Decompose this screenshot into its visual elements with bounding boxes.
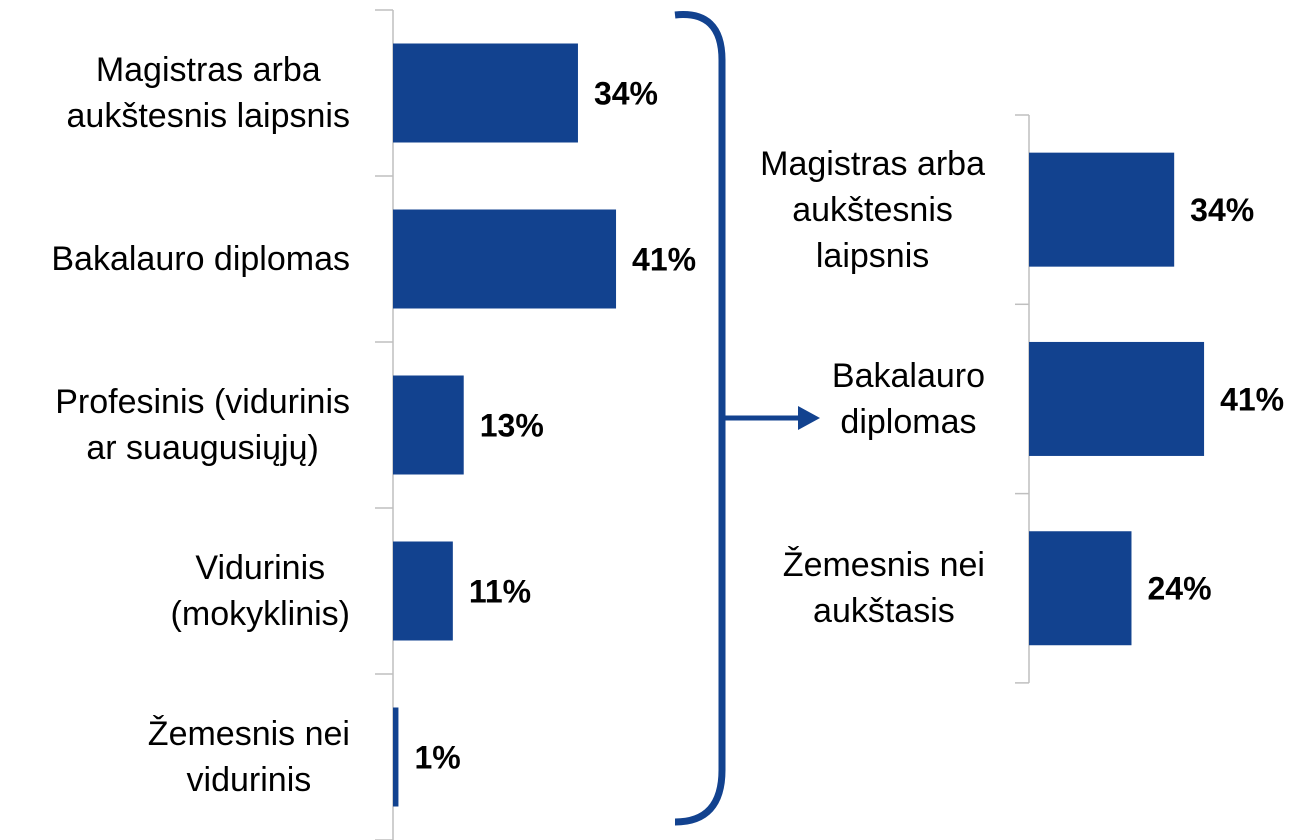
bar — [393, 209, 617, 309]
value-label: 34% — [594, 75, 658, 111]
category-text: Žemesnis nei aukštasis — [782, 546, 985, 631]
bracket — [674, 11, 726, 826]
category-label: Žemesnis nei aukštasis — [0, 494, 985, 683]
category-label: Bakalauro diplomas — [0, 304, 985, 493]
category-text: Vidurinis (mokyklinis) — [170, 549, 350, 633]
value-label: 24% — [1147, 571, 1211, 607]
bar — [393, 707, 399, 807]
value-label: 11% — [469, 573, 531, 609]
bar — [393, 375, 464, 475]
bar — [1029, 152, 1175, 267]
category-text: Žemesnis nei vidurinis — [147, 715, 350, 799]
bar — [393, 541, 453, 641]
category-text: Magistras arba aukštesnis laipsnis — [760, 144, 985, 275]
category-label: Žemesnis nei vidurinis — [0, 674, 350, 840]
category-label: Profesinis (vidurinis ar suaugusiųjų) — [0, 342, 350, 508]
bar — [1029, 341, 1205, 456]
value-label: 41% — [1220, 381, 1284, 417]
value-label: 1% — [414, 739, 460, 775]
category-text: Bakalauro diplomas — [831, 356, 985, 441]
category-text: Magistras arba aukštesnis laipsnis — [66, 51, 350, 135]
category-label: Bakalauro diplomas — [0, 176, 350, 342]
arrow-head — [798, 406, 820, 430]
value-label: 13% — [480, 407, 544, 443]
value-label: 41% — [632, 241, 696, 277]
bar — [1029, 531, 1132, 646]
bar — [393, 43, 578, 143]
value-label: 34% — [1190, 192, 1254, 228]
category-label: Magistras arba aukštesnis laipsnis — [0, 10, 350, 176]
category-label: Vidurinis (mokyklinis) — [0, 508, 350, 674]
category-text: Bakalauro diplomas — [51, 240, 350, 278]
category-label: Magistras arba aukštesnis laipsnis — [0, 115, 985, 304]
category-text: Profesinis (vidurinis ar suaugusiųjų) — [55, 383, 350, 467]
